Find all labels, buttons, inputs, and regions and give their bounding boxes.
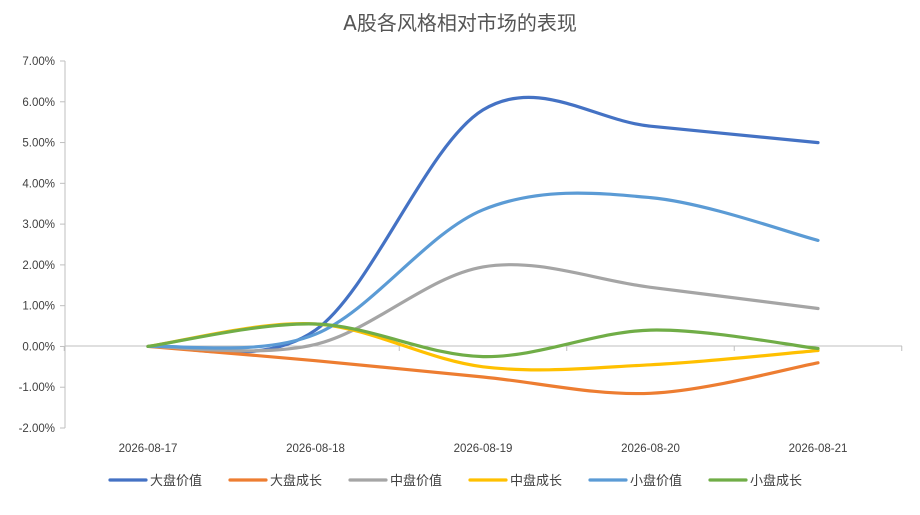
- y-tick-label: 7.00%: [22, 56, 55, 68]
- y-tick-label: -2.00%: [19, 423, 55, 435]
- y-tick-label: 6.00%: [22, 97, 55, 109]
- x-tick-label: 2026-08-19: [454, 443, 513, 455]
- legend: 大盘价值 大盘成长 中盘价值 中盘成长 小盘价值 小盘成长: [108, 473, 802, 489]
- y-tick-label: 4.00%: [22, 178, 55, 190]
- legend-label: 中盘成长: [510, 473, 562, 489]
- x-tick-label: 2026-08-20: [621, 443, 680, 455]
- y-tick-label: -1.00%: [19, 382, 55, 394]
- y-tick-label: 3.00%: [22, 219, 55, 231]
- y-tick-label: 5.00%: [22, 138, 55, 150]
- series-line-1: [146, 95, 820, 354]
- y-tick-label: 0.00%: [22, 341, 55, 353]
- series-line-2: [146, 344, 820, 396]
- series-line-6: [146, 322, 820, 359]
- series-line-5: [146, 191, 820, 350]
- x-tick-label: 2026-08-21: [789, 443, 848, 455]
- series-line-3: [146, 263, 820, 353]
- legend-label: 大盘成长: [270, 473, 322, 489]
- chart-title: A股各风格相对市场的表现: [343, 11, 577, 35]
- x-tick-label: 2026-08-18: [286, 443, 345, 455]
- y-tick-label: 2.00%: [22, 260, 55, 272]
- legend-label: 大盘价值: [150, 473, 202, 489]
- x-tick-label: 2026-08-17: [119, 443, 178, 455]
- legend-label: 中盘价值: [390, 473, 442, 489]
- legend-label: 小盘成长: [750, 473, 802, 489]
- legend-label: 小盘价值: [630, 473, 682, 489]
- axes: -2.00% -1.00% 0.00% 1.00% 2.00% 3.00% 4.00% 5.0…: [19, 56, 903, 455]
- series-lines: [146, 95, 820, 396]
- y-tick-label: 1.00%: [22, 301, 55, 313]
